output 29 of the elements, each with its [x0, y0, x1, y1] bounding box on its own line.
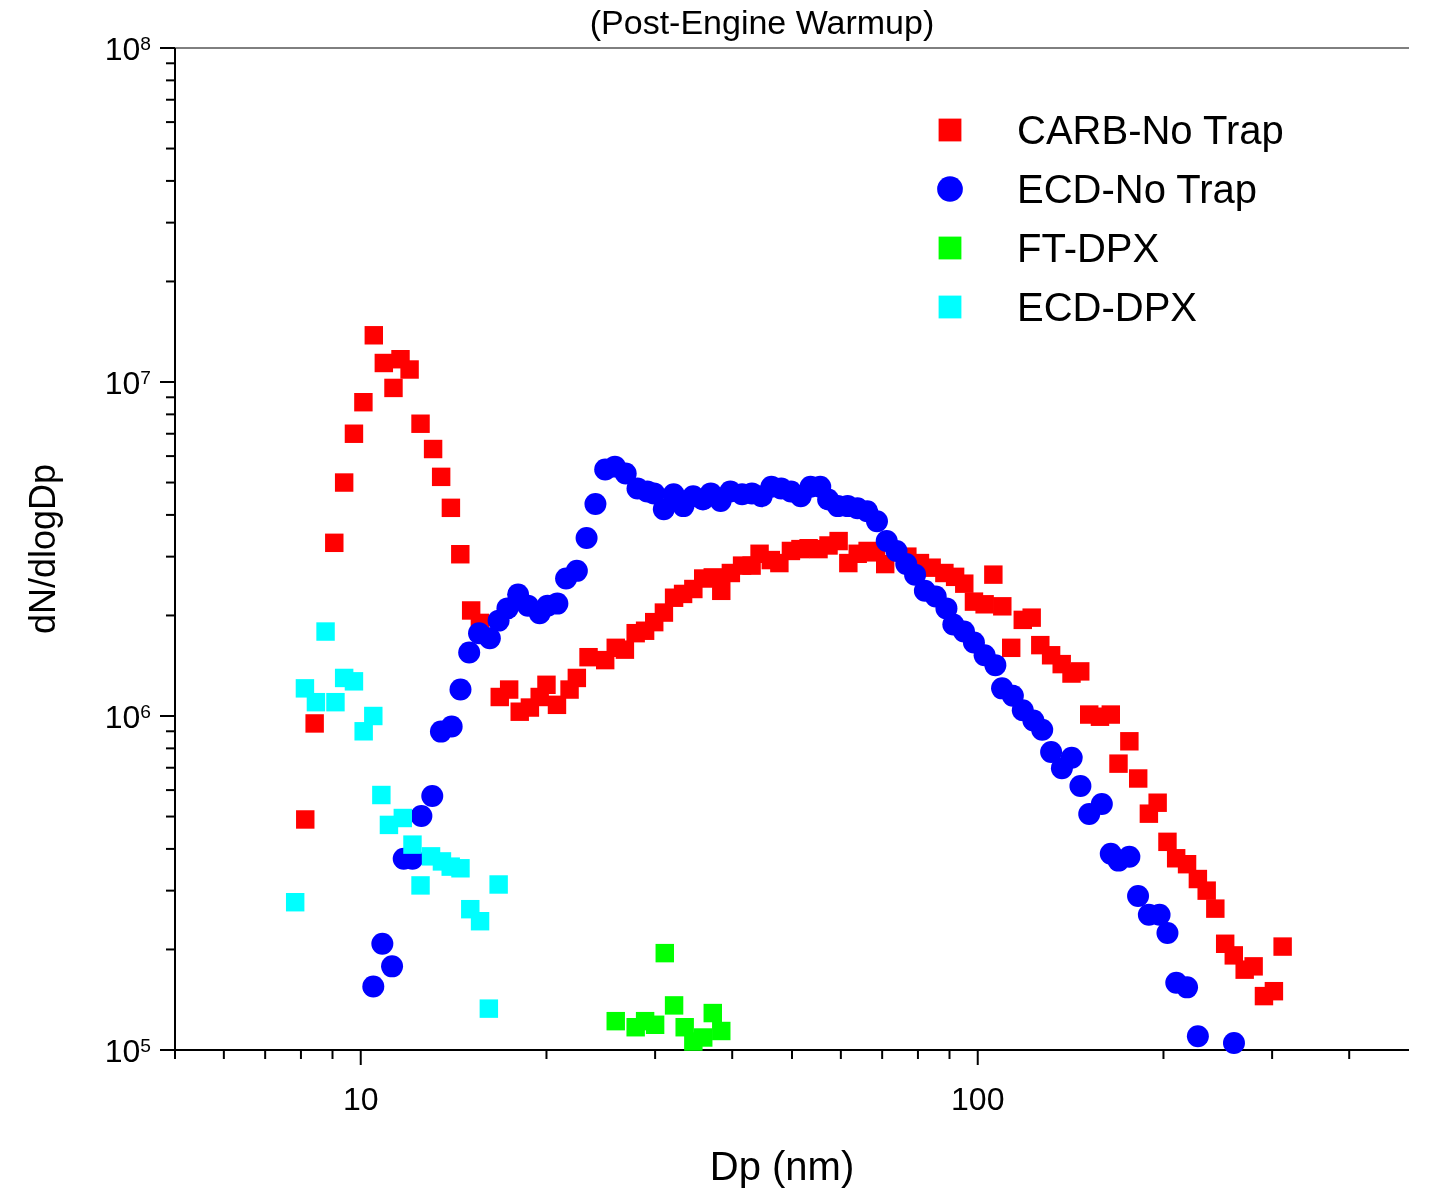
point [306, 692, 326, 712]
y-tick-label: 10$^{7}$ [104, 365, 151, 401]
point [489, 875, 508, 894]
legend-label: CARB-No Trap [1017, 108, 1284, 152]
point [295, 679, 315, 698]
x-axis-title: Dp (nm) [709, 1144, 855, 1188]
point [354, 722, 373, 741]
legend-label: ECD-DPX [1017, 285, 1198, 329]
point [364, 706, 383, 726]
x-tick-label: 100 [951, 1081, 1005, 1117]
y-axis-title: dN/dlogDp [22, 463, 63, 635]
y-tick-label: 10$^{6}$ [104, 699, 151, 735]
point [285, 892, 305, 912]
legend-label: FT-DPX [1017, 226, 1160, 270]
point [344, 672, 364, 691]
point [316, 622, 335, 641]
point [411, 876, 430, 895]
point [372, 785, 391, 805]
y-tick-label: 10$^{5}$ [104, 1033, 151, 1069]
point [479, 999, 499, 1018]
legend-label: ECD-No Trap [1017, 167, 1258, 211]
point [403, 835, 422, 854]
y-tick-label: 10$^{8}$ [104, 31, 151, 67]
point [326, 692, 345, 712]
x-tick-label: 10 [342, 1081, 379, 1117]
point [470, 911, 490, 931]
point [393, 808, 413, 828]
chart-title: (Post-Engine Warmup) [589, 3, 935, 41]
point [451, 859, 470, 878]
